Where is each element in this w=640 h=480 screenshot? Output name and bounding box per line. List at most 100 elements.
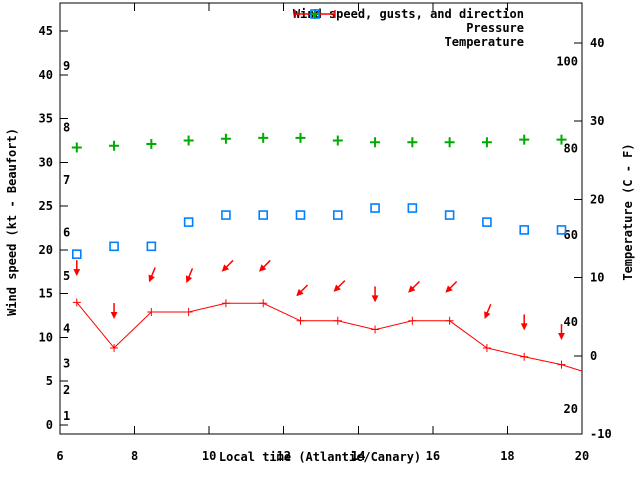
gust-direction-arrow-head — [558, 333, 565, 341]
x-tick-label: 12 — [276, 449, 290, 463]
c-tick-label: 0 — [590, 349, 597, 363]
gust-direction-arrow-head — [221, 264, 230, 272]
wind-point-marker — [296, 316, 305, 325]
pressure-marker — [481, 137, 492, 148]
f-label: 60 — [564, 228, 578, 242]
gust-direction-arrow-head — [296, 288, 304, 297]
gust-direction-arrow-head — [408, 285, 416, 293]
kt-tick-label: 40 — [39, 68, 53, 82]
pressure-marker — [332, 135, 343, 146]
wind-point-marker — [147, 308, 156, 317]
c-tick-label: 40 — [590, 36, 604, 50]
x-tick-label: 20 — [575, 449, 589, 463]
legend: Wind speed, gusts, and direction Pressur… — [293, 7, 575, 49]
c-tick-label: 20 — [590, 192, 604, 206]
temperature-marker — [146, 241, 157, 252]
pressure-marker — [444, 137, 455, 148]
legend-item-temperature: Temperature — [293, 9, 575, 49]
wind-point-marker — [445, 316, 454, 325]
x-tick-label: 6 — [56, 449, 63, 463]
wind-errorbar-marker-icon — [294, 7, 575, 21]
temperature-marker — [556, 225, 567, 235]
beaufort-label: 7 — [63, 173, 70, 187]
pressure-marker — [519, 134, 530, 145]
gust-direction-arrow-head — [73, 269, 81, 277]
temperature-marker — [71, 249, 82, 259]
temperature-marker — [332, 210, 343, 220]
kt-tick-label: 20 — [39, 243, 53, 257]
plot-border — [59, 2, 583, 435]
y2-axis-title: Temperature (C - F) — [621, 143, 635, 281]
kt-tick-label: 15 — [39, 287, 53, 301]
pressure-marker — [183, 135, 194, 146]
kt-tick-label: 0 — [46, 418, 53, 432]
temperature-marker — [258, 210, 269, 220]
beaufort-label: 8 — [63, 120, 70, 134]
x-tick-label: 8 — [131, 449, 138, 463]
gust-direction-arrow-head — [148, 274, 155, 283]
beaufort-label: 3 — [63, 357, 70, 371]
pressure-marker — [146, 138, 157, 149]
kt-tick-label: 30 — [39, 155, 53, 169]
temperature-marker — [370, 203, 380, 213]
pressure-marker — [109, 140, 120, 151]
wind-point-marker — [184, 308, 193, 317]
gust-direction-arrow-head — [520, 323, 528, 331]
wind-point-marker — [557, 360, 566, 369]
wind-point-marker — [482, 343, 491, 352]
c-tick-label: -10 — [590, 427, 612, 441]
c-tick-label: 10 — [590, 271, 604, 285]
beaufort-label: 5 — [63, 269, 70, 283]
temperature-marker — [221, 210, 231, 220]
temperature-marker — [407, 203, 418, 213]
wind-point-marker — [110, 343, 119, 352]
gust-direction-arrow-head — [484, 311, 491, 320]
legend-label-wind: Wind speed, gusts, and direction — [292, 7, 524, 21]
temperature-marker — [482, 217, 492, 227]
gust-direction-arrow-head — [185, 275, 193, 284]
temperature-marker — [295, 210, 306, 220]
f-label: 100 — [556, 54, 578, 68]
y-axis-title: Wind speed (kt - Beaufort) — [5, 128, 19, 316]
beaufort-label: 9 — [63, 59, 70, 73]
x-tick-label: 18 — [500, 449, 514, 463]
kt-tick-label: 5 — [46, 374, 53, 388]
kt-tick-label: 45 — [39, 24, 53, 38]
f-label: 40 — [564, 315, 578, 329]
beaufort-label: 1 — [63, 409, 70, 423]
temperature-marker — [444, 210, 455, 220]
temperature-marker — [109, 241, 119, 252]
x-tick-label: 10 — [202, 449, 216, 463]
wind-point-marker — [371, 325, 380, 334]
gust-direction-arrow-head — [258, 264, 267, 272]
gust-direction-arrow-head — [371, 295, 379, 303]
pressure-marker — [220, 133, 231, 144]
f-label: 20 — [564, 402, 578, 416]
wind-point-marker — [259, 299, 268, 308]
wind-point-marker — [408, 316, 417, 325]
wind-point-marker — [333, 316, 342, 325]
gust-direction-arrow-head — [445, 285, 453, 293]
beaufort-label: 2 — [63, 383, 70, 397]
pressure-marker — [556, 134, 567, 145]
wind-point-marker — [221, 299, 230, 308]
wind-point-marker — [72, 298, 81, 307]
pressure-plus-marker-icon — [309, 9, 575, 35]
pressure-marker — [407, 137, 418, 148]
beaufort-label: 6 — [63, 225, 70, 239]
temperature-square-marker-icon — [310, 9, 575, 49]
x-tick-label: 14 — [351, 449, 365, 463]
temperature-marker — [183, 217, 194, 227]
gust-direction-arrow-head — [110, 312, 118, 320]
kt-tick-label: 25 — [39, 199, 53, 213]
x-tick-label: 16 — [426, 449, 440, 463]
legend-label-pressure: Pressure — [466, 21, 524, 35]
pressure-marker — [370, 137, 381, 148]
legend-item-pressure: Pressure — [293, 9, 575, 35]
pressure-marker — [295, 132, 306, 143]
kt-tick-label: 35 — [39, 112, 53, 126]
f-label: 80 — [564, 141, 578, 155]
pressure-marker — [71, 142, 82, 153]
